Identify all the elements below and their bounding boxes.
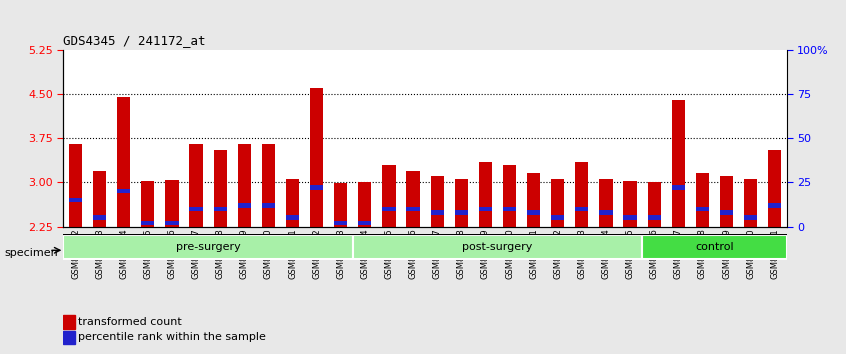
Bar xyxy=(720,210,733,215)
Bar xyxy=(238,203,251,207)
Bar xyxy=(406,171,420,227)
Bar xyxy=(479,162,492,227)
Bar xyxy=(93,171,107,227)
Bar xyxy=(310,88,323,227)
Text: specimen: specimen xyxy=(4,248,58,258)
Bar xyxy=(575,162,589,227)
Bar xyxy=(454,179,468,227)
Bar xyxy=(454,210,468,215)
Bar xyxy=(334,221,348,225)
Text: pre-surgery: pre-surgery xyxy=(176,242,240,252)
Bar xyxy=(768,203,782,207)
Bar xyxy=(238,144,251,227)
Bar xyxy=(503,207,516,211)
Text: percentile rank within the sample: percentile rank within the sample xyxy=(78,332,266,342)
Bar xyxy=(286,179,299,227)
Bar xyxy=(310,185,323,190)
Bar xyxy=(93,216,107,220)
Bar xyxy=(141,181,155,227)
Bar xyxy=(647,216,661,220)
Bar xyxy=(406,207,420,211)
Bar xyxy=(527,210,541,215)
Bar xyxy=(503,165,516,227)
Bar xyxy=(720,176,733,227)
Text: transformed count: transformed count xyxy=(78,317,181,327)
Bar xyxy=(358,182,371,227)
Bar xyxy=(286,216,299,220)
Bar xyxy=(382,165,396,227)
Bar xyxy=(744,179,757,227)
Bar xyxy=(213,207,227,211)
Bar xyxy=(69,144,82,227)
Bar xyxy=(551,179,564,227)
Bar xyxy=(672,185,685,190)
Bar xyxy=(165,180,179,227)
Bar xyxy=(624,181,637,227)
Bar xyxy=(358,221,371,225)
Bar xyxy=(213,150,227,227)
Bar xyxy=(599,179,613,227)
Bar xyxy=(382,207,396,211)
Text: post-surgery: post-surgery xyxy=(462,242,533,252)
Bar xyxy=(63,315,74,329)
Bar xyxy=(190,144,203,227)
Bar xyxy=(141,221,155,225)
Text: control: control xyxy=(695,242,733,252)
Bar xyxy=(165,221,179,225)
Bar xyxy=(672,100,685,227)
Bar xyxy=(334,183,348,227)
Bar xyxy=(527,173,541,227)
Bar xyxy=(647,182,661,227)
Bar xyxy=(695,207,709,211)
Bar xyxy=(431,210,444,215)
Bar xyxy=(63,331,74,344)
Bar xyxy=(768,150,782,227)
Bar xyxy=(431,176,444,227)
Bar xyxy=(190,207,203,211)
Bar xyxy=(479,207,492,211)
Bar xyxy=(599,210,613,215)
Bar xyxy=(261,144,275,227)
Bar xyxy=(642,235,787,259)
Bar xyxy=(117,189,130,193)
Bar xyxy=(117,97,130,227)
Bar xyxy=(261,203,275,207)
Bar xyxy=(695,173,709,227)
Bar xyxy=(353,235,642,259)
Bar xyxy=(551,216,564,220)
Bar xyxy=(744,216,757,220)
Bar xyxy=(69,198,82,202)
Bar xyxy=(63,235,353,259)
Bar xyxy=(575,207,589,211)
Bar xyxy=(624,216,637,220)
Text: GDS4345 / 241172_at: GDS4345 / 241172_at xyxy=(63,34,206,47)
